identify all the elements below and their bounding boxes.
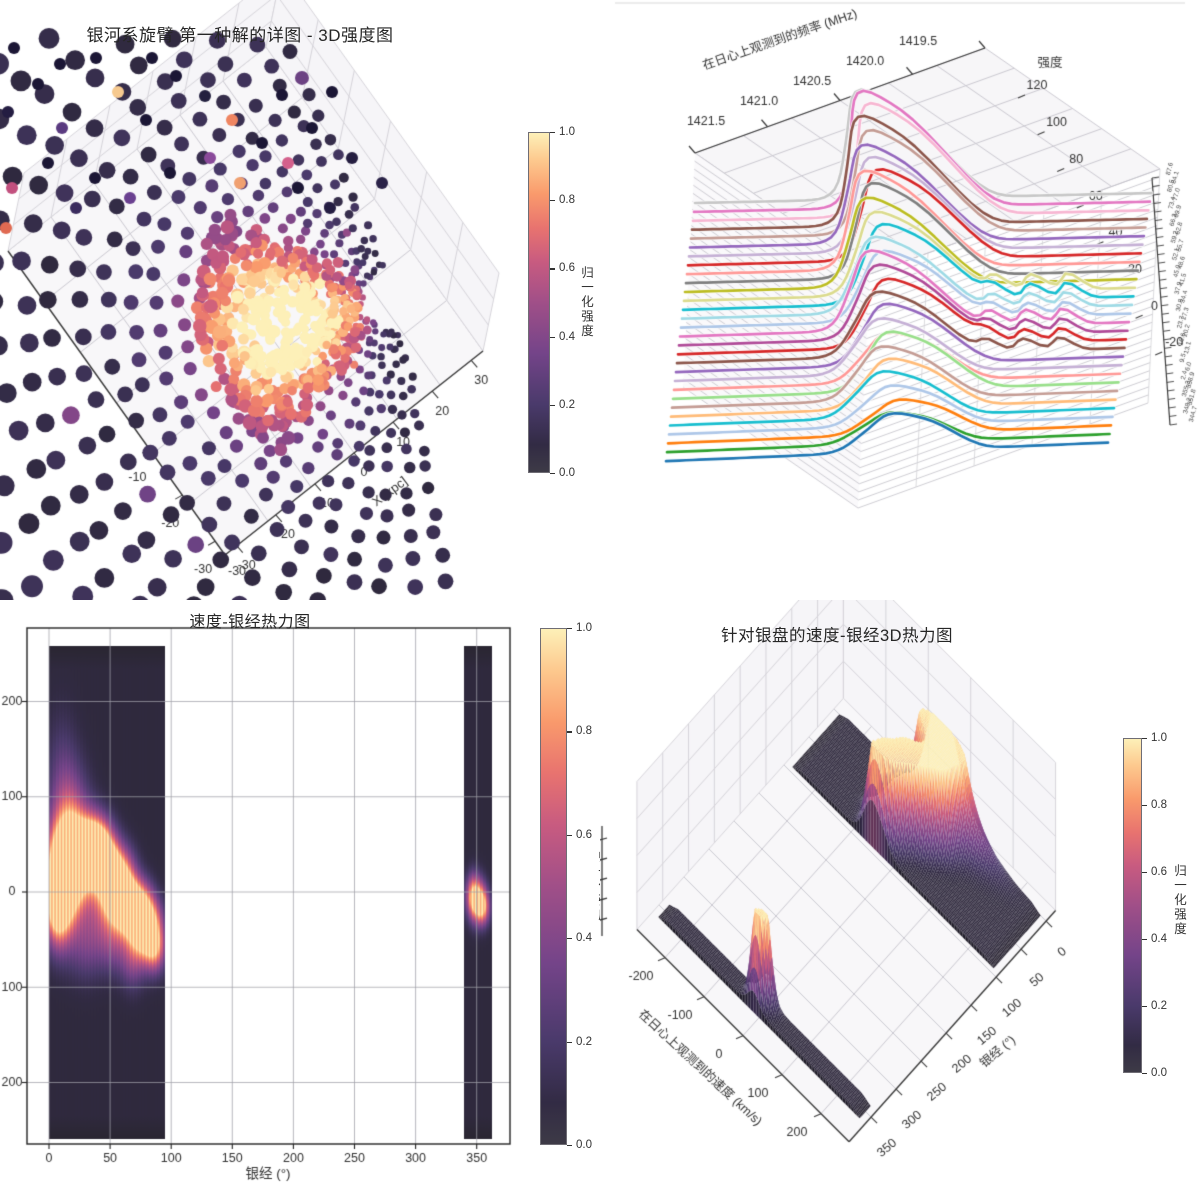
colorbar-tick-label: 0.8 — [1151, 799, 1167, 811]
colorbar-tick-label: 0.0 — [576, 1139, 592, 1151]
colorbar-normalized-intensity-tl — [528, 132, 550, 473]
colorbar-tick-mark — [550, 132, 555, 134]
colorbar-tick-mark — [1142, 1006, 1147, 1008]
panel-velocity-longitude-surface-3d: 针对银盘的速度-银经3D热力图 1.0 0.8 0.6 0.4 0.2 0.0 归一化强度 — [600, 600, 1200, 1200]
colorbar-tick-mark — [550, 404, 555, 406]
frequency-waterfall-3d-plot — [600, 0, 1200, 600]
colorbar-tick-label: 1.0 — [559, 126, 575, 138]
colorbar-tick-mark — [550, 473, 555, 475]
colorbar-tick-label: 0.8 — [559, 194, 575, 207]
surface-title: 针对银盘的速度-银经3D热力图 — [720, 627, 954, 645]
panel-spiral-arm-3d-scatter: 银河系旋臂 第一种解的详图 - 3D强度图 1.0 0.8 0.6 0.4 0.2 0.0… — [0, 0, 600, 600]
colorbar-tick-mark — [567, 628, 572, 630]
colorbar-tick-label: 0.6 — [576, 828, 592, 841]
colorbar-tick-label: 0.2 — [1151, 1000, 1167, 1012]
colorbar-tick-mark — [567, 731, 572, 733]
colorbar-tick-label: 0.4 — [576, 932, 592, 945]
velocity-longitude-surface-3d-plot — [600, 600, 1200, 1200]
colorbar-tick-label: 0.2 — [576, 1035, 592, 1048]
colorbar-normalized-intensity-br — [1123, 738, 1142, 1073]
colorbar-tick-mark — [567, 938, 572, 940]
colorbar-axis-label: 归一化强度 — [579, 265, 593, 339]
colorbar-tick-label: 0.2 — [559, 398, 575, 411]
page-title: 银河系旋臂 第一种解的详图 - 3D强度图 — [86, 26, 394, 45]
colorbar-tick-mark — [550, 268, 555, 270]
colorbar-tick-label: 0.4 — [559, 330, 575, 343]
colorbar-tick-mark — [567, 1041, 572, 1043]
colorbar-tick-label: 1.0 — [576, 622, 592, 634]
panel-velocity-longitude-heatmap: 速度-银经热力图 1.0 0.8 0.6 0.4 0.2 0.0 归一化强度 — [0, 600, 600, 1200]
velocity-longitude-heatmap-plot — [0, 600, 600, 1200]
colorbar-tick-label: 0.4 — [1151, 933, 1167, 945]
colorbar-normalized-intensity-bl — [540, 628, 567, 1145]
colorbar-tick-mark — [1142, 738, 1147, 740]
colorbar-tick-mark — [567, 1145, 572, 1147]
colorbar-tick-label: 0.0 — [559, 467, 575, 479]
colorbar-tick-mark — [550, 336, 555, 338]
colorbar-tick-mark — [550, 200, 555, 202]
colorbar-tick-mark — [1142, 1073, 1147, 1075]
colorbar-axis-label: 归一化强度 — [1172, 863, 1186, 937]
colorbar-tick-mark — [1142, 939, 1147, 941]
colorbar-tick-mark — [567, 834, 572, 836]
colorbar-tick-label: 0.0 — [1151, 1067, 1167, 1079]
colorbar-tick-label: 1.0 — [1151, 732, 1167, 744]
colorbar-tick-mark — [1142, 805, 1147, 807]
colorbar-axis-label: 归一化强度 — [596, 849, 600, 923]
colorbar-tick-label: 0.8 — [576, 725, 592, 738]
spiral-arm-3d-scatter-plot — [0, 0, 600, 600]
colorbar-tick-label: 0.6 — [559, 262, 575, 275]
heatmap-title: 速度-银经热力图 — [189, 614, 311, 631]
colorbar-tick-mark — [1142, 872, 1147, 874]
panel-frequency-waterfall-3d — [600, 0, 1200, 600]
colorbar-tick-label: 0.6 — [1151, 866, 1167, 878]
